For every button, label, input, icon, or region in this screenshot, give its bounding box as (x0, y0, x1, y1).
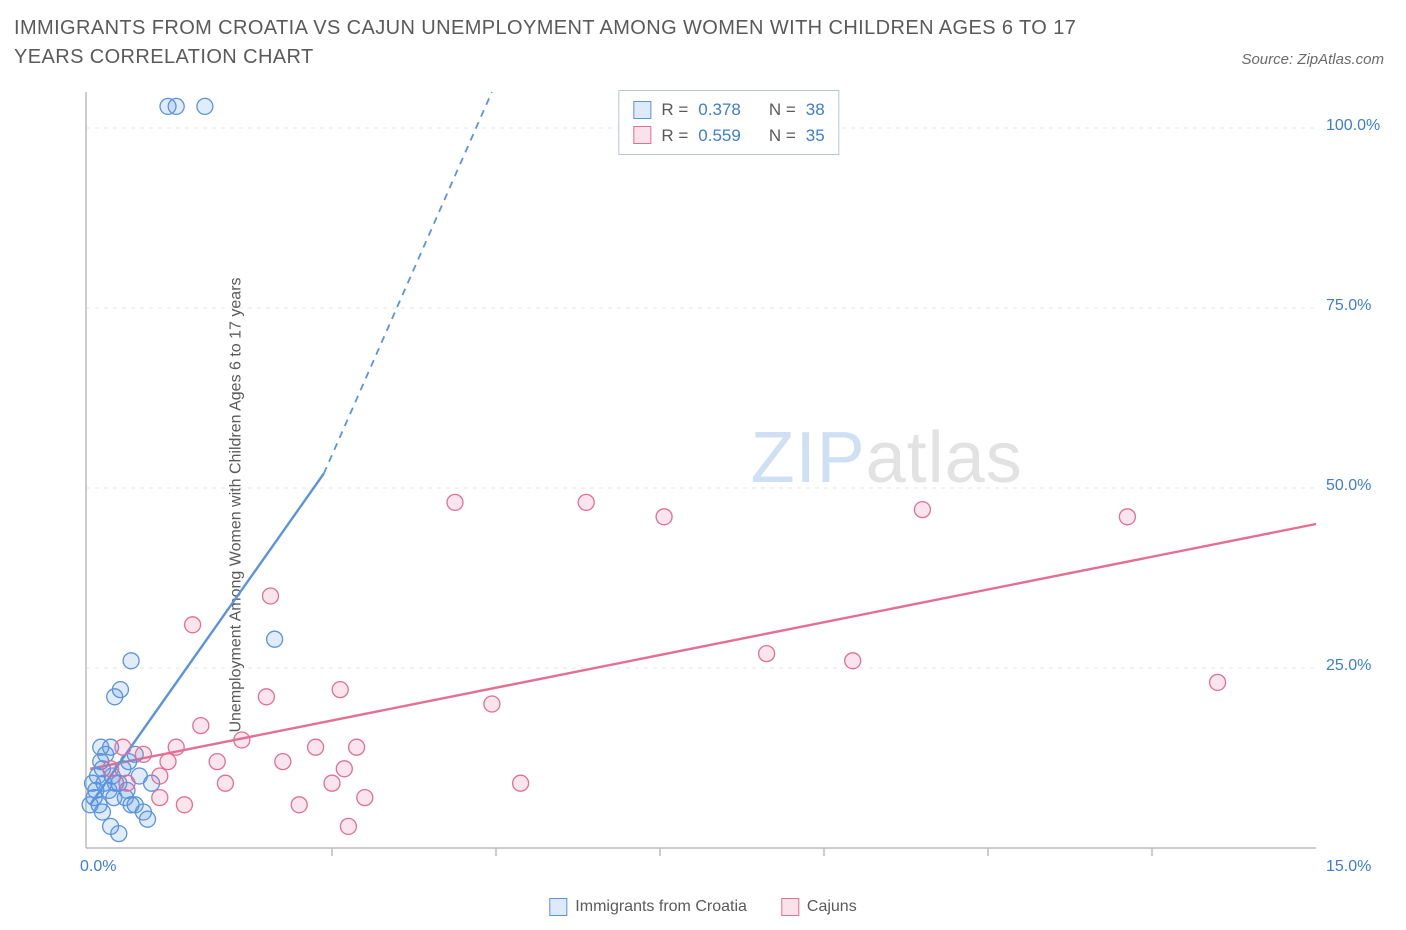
r-label: R = (661, 97, 688, 123)
legend-swatch-cajuns (781, 898, 799, 916)
r-label: R = (661, 123, 688, 149)
tick-label: 25.0% (1326, 657, 1371, 675)
tick-label: 50.0% (1326, 477, 1371, 495)
tick-label: 15.0% (1326, 858, 1371, 876)
n-value-cajuns: 35 (806, 123, 825, 149)
swatch-croatia (633, 101, 651, 119)
r-value-cajuns: 0.559 (698, 123, 741, 149)
n-label: N = (769, 123, 796, 149)
legend-swatch-croatia (549, 898, 567, 916)
legend-label-croatia: Immigrants from Croatia (575, 898, 747, 916)
chart-title: IMMIGRANTS FROM CROATIA VS CAJUN UNEMPLO… (14, 14, 1144, 72)
legend-item-cajuns: Cajuns (781, 898, 857, 916)
stats-row-croatia: R = 0.378 N = 38 (633, 97, 824, 123)
tick-label: 100.0% (1326, 117, 1380, 135)
source-attribution: Source: ZipAtlas.com (1241, 51, 1384, 72)
stats-row-cajuns: R = 0.559 N = 35 (633, 123, 824, 149)
n-value-croatia: 38 (806, 97, 825, 123)
scatter-plot: ZIPatlas R = 0.378 N = 38 R = 0.559 N = … (72, 86, 1386, 878)
n-label: N = (769, 97, 796, 123)
legend-label-cajuns: Cajuns (807, 898, 857, 916)
chart-container: Unemployment Among Women with Children A… (14, 86, 1392, 924)
tick-label: 0.0% (80, 858, 116, 876)
r-value-croatia: 0.378 (698, 97, 741, 123)
series-legend: Immigrants from Croatia Cajuns (549, 898, 856, 916)
tick-label: 75.0% (1326, 297, 1371, 315)
swatch-cajuns (633, 126, 651, 144)
stats-legend: R = 0.378 N = 38 R = 0.559 N = 35 (618, 90, 839, 155)
legend-item-croatia: Immigrants from Croatia (549, 898, 747, 916)
